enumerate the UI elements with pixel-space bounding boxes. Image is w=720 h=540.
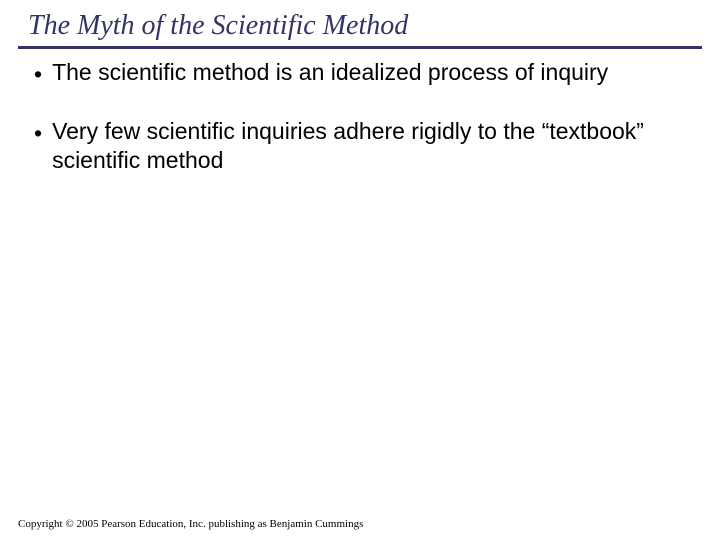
slide-title: The Myth of the Scientific Method <box>28 10 408 42</box>
slide: The Myth of the Scientific Method • The … <box>0 0 720 540</box>
bullet-item: • The scientific method is an idealized … <box>34 58 684 89</box>
bullet-text: Very few scientific inquiries adhere rig… <box>52 117 684 175</box>
bullet-item: • Very few scientific inquiries adhere r… <box>34 117 684 175</box>
copyright-footer: Copyright © 2005 Pearson Education, Inc.… <box>18 518 363 530</box>
title-underline <box>18 46 702 49</box>
slide-body: • The scientific method is an idealized … <box>34 58 684 202</box>
bullet-dot-icon: • <box>34 119 42 148</box>
bullet-text: The scientific method is an idealized pr… <box>52 58 684 87</box>
bullet-dot-icon: • <box>34 60 42 89</box>
